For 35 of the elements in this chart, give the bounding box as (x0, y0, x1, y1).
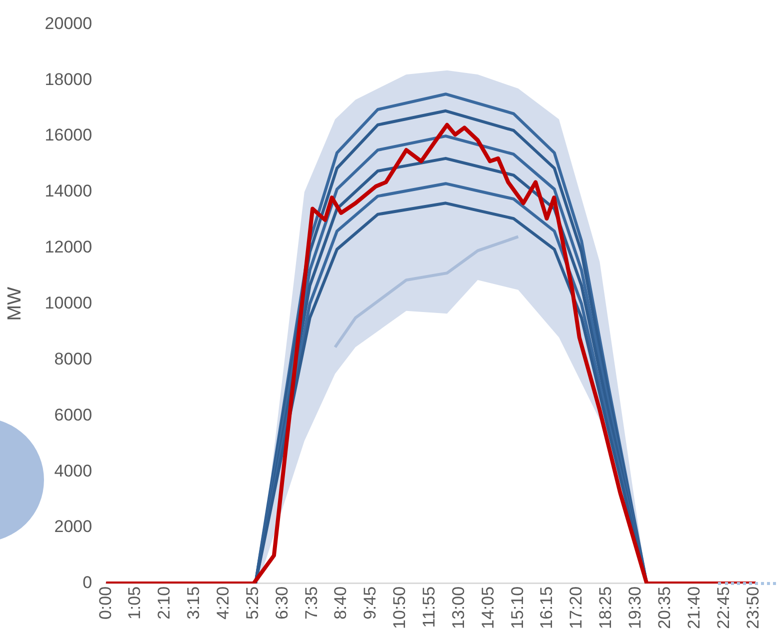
x-tick-label: 18:25 (596, 586, 616, 630)
x-tick-label: 7:35 (302, 586, 321, 620)
x-tick-label: 15:10 (508, 586, 527, 630)
y-tick-label: 12000 (44, 238, 92, 257)
x-tick-label: 11:55 (420, 586, 439, 628)
y-tick-label: 10000 (44, 294, 92, 313)
x-tick-label: 4:20 (213, 586, 232, 620)
y-tick-label: 16000 (44, 126, 92, 145)
y-tick-label: 6000 (54, 405, 92, 424)
x-tick-label: 13:00 (448, 586, 468, 630)
x-tick-label: 0:00 (96, 586, 115, 620)
x-tick-label: 22:45 (714, 586, 733, 630)
x-tick-label: 17:20 (566, 586, 586, 630)
x-tick-label: 9:45 (360, 586, 380, 620)
x-tick-label: 14:05 (478, 586, 498, 630)
x-tick-label: 10:50 (390, 586, 410, 630)
x-tick-label: 6:30 (272, 586, 292, 620)
x-tick-label: 1:05 (125, 586, 144, 620)
y-axis-title: MW (4, 286, 26, 321)
x-tick-label: 2:10 (154, 586, 174, 620)
x-tick-label: 3:15 (184, 586, 204, 620)
y-tick-label: 18000 (44, 70, 92, 89)
x-tick-label: 16:15 (537, 586, 556, 630)
x-tick-label: 8:40 (331, 586, 350, 620)
x-tick-label: 20:35 (654, 586, 674, 630)
y-tick-label: 8000 (54, 349, 92, 368)
y-tick-label: 20000 (44, 14, 92, 33)
y-tick-label: 2000 (54, 517, 92, 536)
y-tick-label: 4000 (54, 461, 92, 480)
x-tick-label: 21:40 (684, 586, 704, 630)
x-tick-label: 5:25 (242, 586, 262, 620)
y-tick-label: 0 (82, 573, 92, 592)
x-tick-label: 23:50 (743, 586, 762, 630)
y-tick-label: 14000 (44, 182, 92, 201)
x-tick-label: 19:30 (626, 586, 645, 630)
